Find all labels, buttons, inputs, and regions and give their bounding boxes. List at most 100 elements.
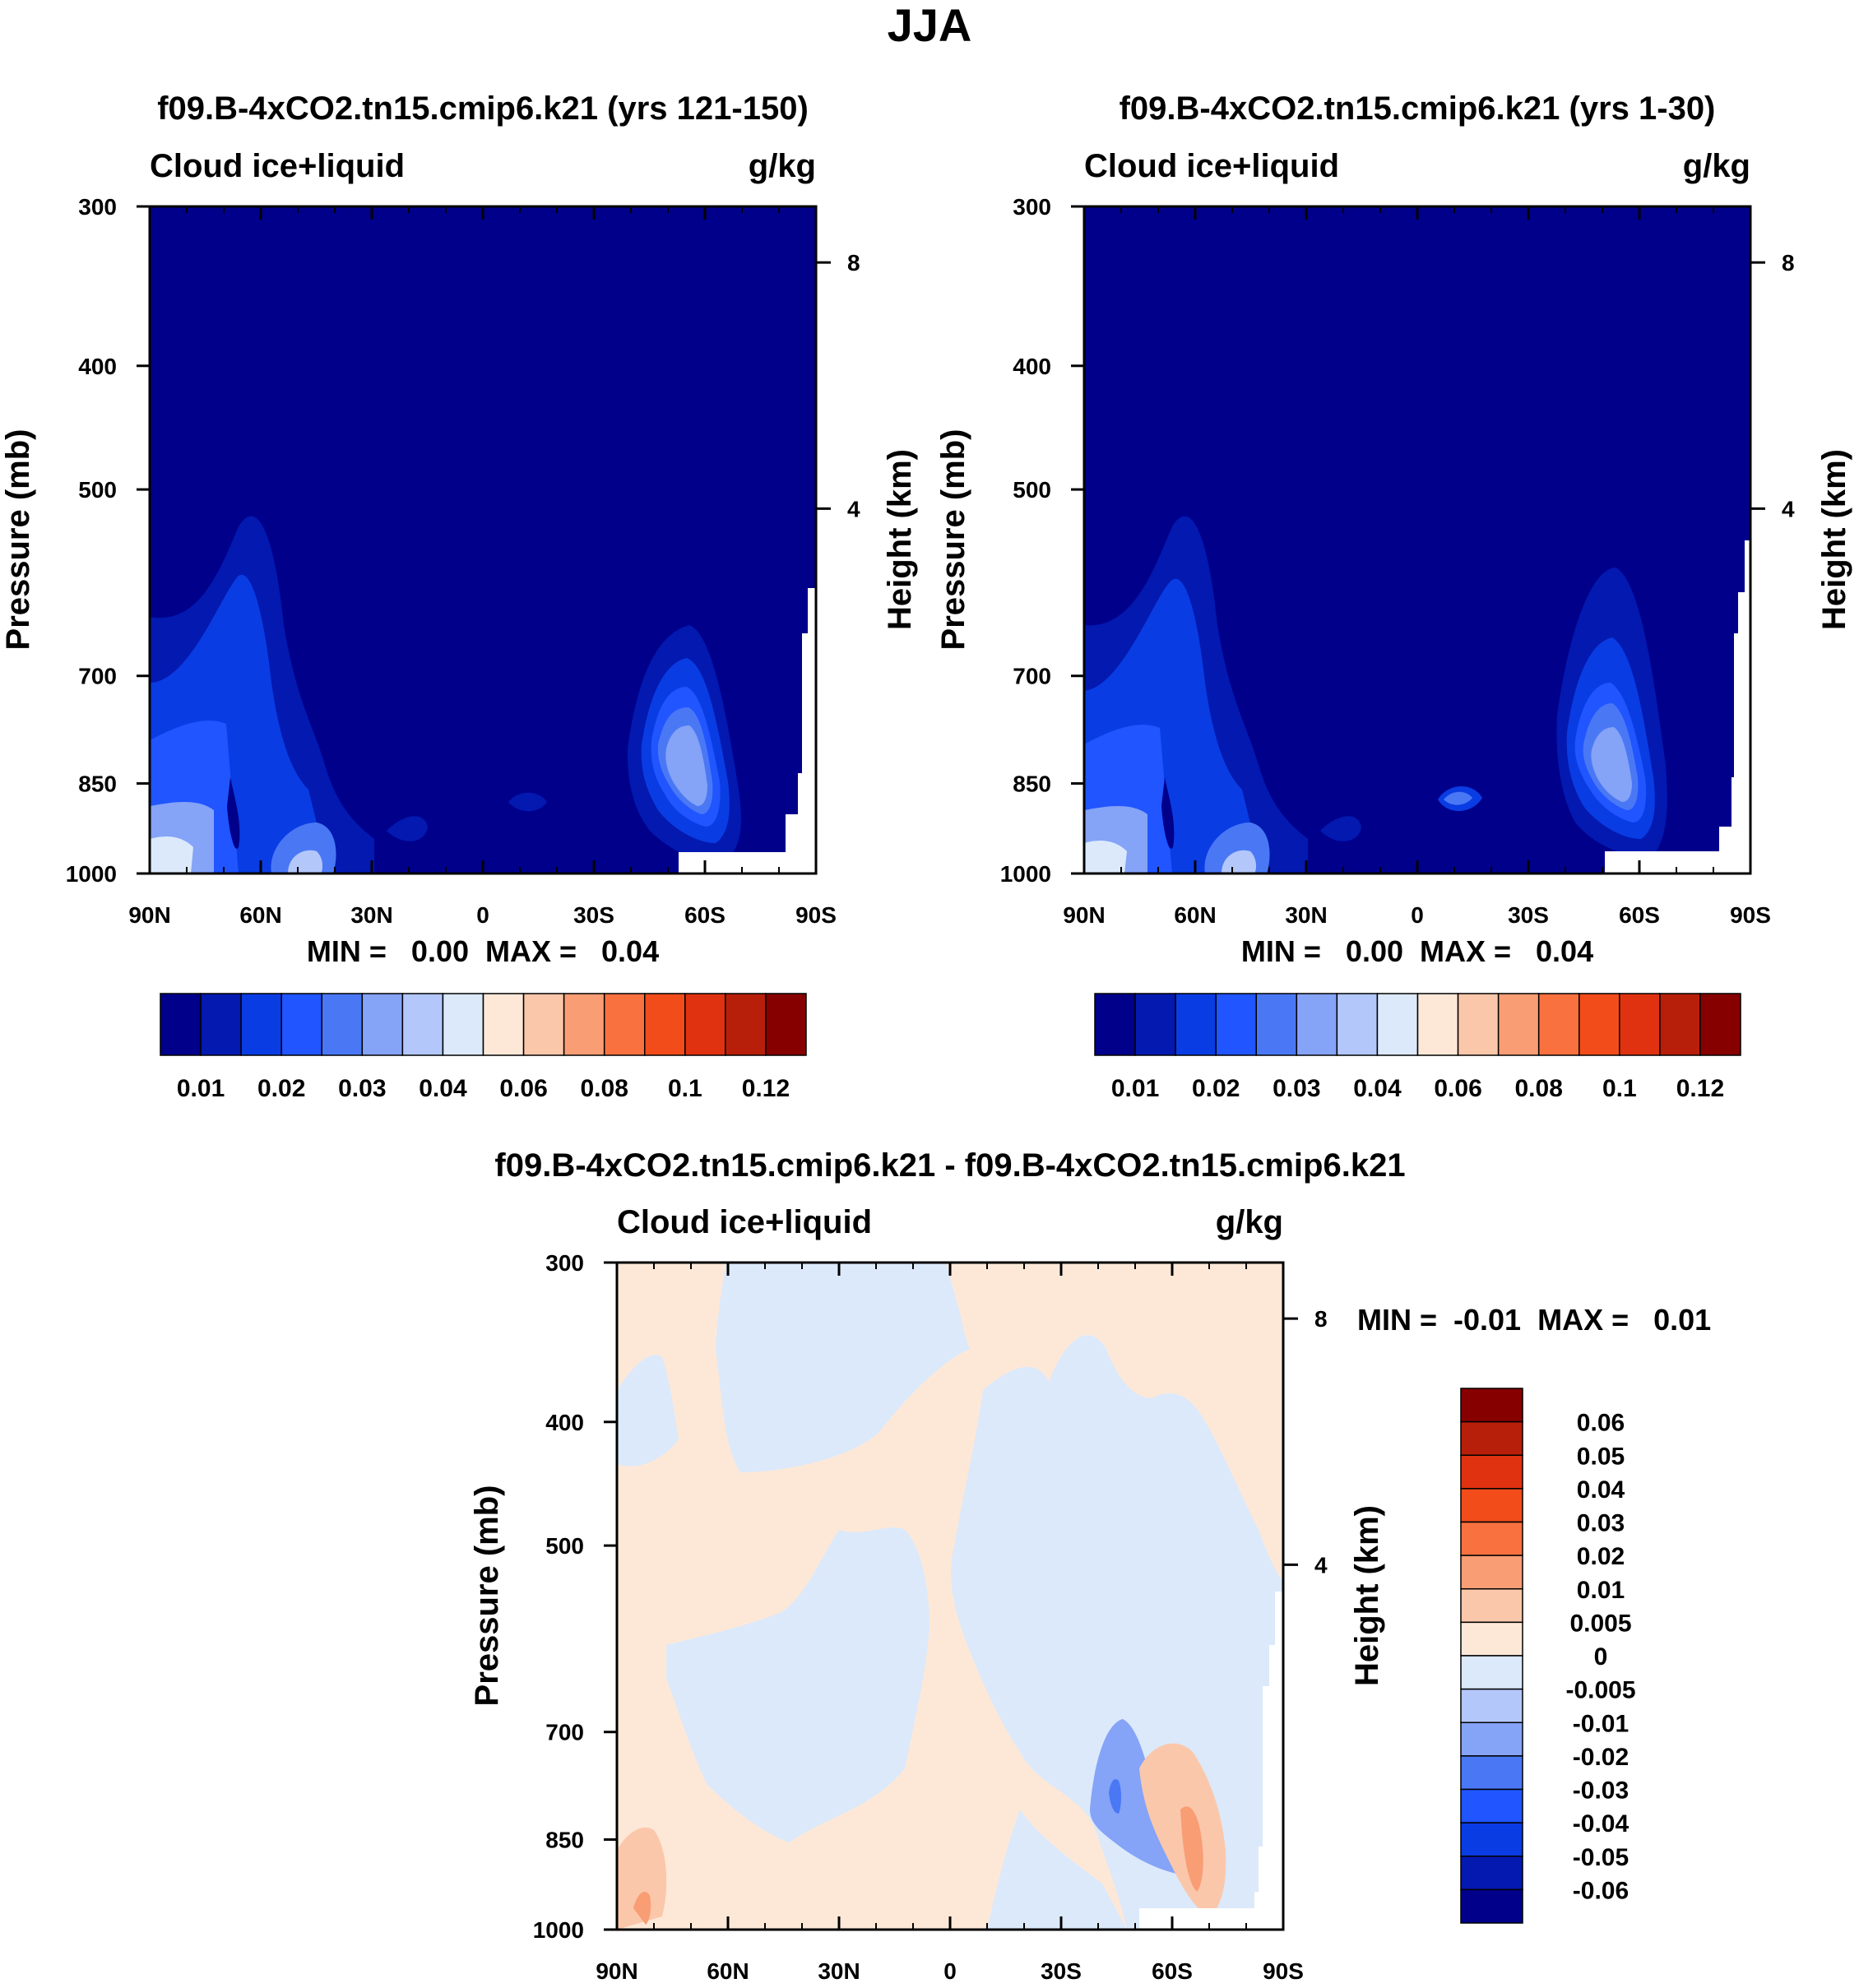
colorbar-box bbox=[1457, 993, 1500, 1056]
colorbar-label: 0.01 bbox=[177, 1075, 225, 1102]
colorbar-label: 0.005 bbox=[1569, 1610, 1631, 1637]
colorbar-box bbox=[765, 993, 807, 1056]
colorbar-box bbox=[200, 993, 242, 1056]
colorbar-box bbox=[160, 993, 202, 1056]
y-tick-label: 1000 bbox=[66, 861, 117, 887]
variable-label: Cloud ice+liquid bbox=[150, 148, 405, 184]
contour-nh-gap bbox=[227, 777, 240, 849]
contour-nh-50n-max bbox=[288, 850, 323, 874]
colorbar-box bbox=[563, 993, 605, 1056]
colorbar-box bbox=[725, 993, 767, 1056]
colorbar-box bbox=[1699, 993, 1741, 1056]
contour-neg-5 bbox=[987, 1810, 1127, 1930]
y-tick-label: 700 bbox=[78, 664, 117, 689]
contour-sh-max bbox=[1591, 727, 1632, 802]
colorbar-label: 0.05 bbox=[1577, 1443, 1625, 1470]
min-max-text: MIN = -0.01 MAX = 0.01 bbox=[1357, 1303, 1711, 1337]
y-tick-label: 850 bbox=[78, 772, 117, 797]
missing-data-mask bbox=[679, 588, 816, 874]
y-tick-label: 500 bbox=[78, 477, 117, 503]
colorbar-label: 0.12 bbox=[742, 1075, 790, 1102]
y-tick-label: 700 bbox=[1013, 664, 1051, 689]
contour-pos-pole bbox=[617, 1827, 667, 1930]
x-tick-label: 30S bbox=[1508, 902, 1549, 928]
contour-sh-max bbox=[665, 725, 707, 806]
y-axis-label: Pressure (mb) bbox=[469, 1485, 505, 1707]
colorbar-box bbox=[1497, 993, 1540, 1056]
missing-data-mask bbox=[1605, 540, 1750, 874]
colorbar-label: 0.02 bbox=[257, 1075, 305, 1102]
main-title: JJA bbox=[888, 0, 972, 51]
colorbar-box bbox=[1619, 993, 1661, 1056]
y2-tick-label: 4 bbox=[847, 496, 860, 521]
contour-sub bbox=[387, 816, 428, 841]
colorbar-label: 0.06 bbox=[1577, 1410, 1625, 1437]
colorbar-box bbox=[1460, 1888, 1523, 1924]
colorbar-label: 0.01 bbox=[1111, 1075, 1159, 1102]
x-tick-label: 30N bbox=[818, 1958, 860, 1984]
colorbar-box bbox=[1416, 993, 1459, 1056]
variable-label: Cloud ice+liquid bbox=[617, 1204, 872, 1240]
colorbar-box bbox=[1460, 1388, 1523, 1423]
colorbar-box bbox=[361, 993, 404, 1056]
colorbar-box bbox=[644, 993, 686, 1056]
colorbar-box bbox=[1460, 1555, 1523, 1590]
units-label: g/kg bbox=[1683, 148, 1750, 184]
colorbar-box bbox=[1659, 993, 1701, 1056]
x-tick-label: 30N bbox=[350, 902, 392, 928]
colorbar-label: 0.1 bbox=[1602, 1075, 1637, 1102]
y-tick-label: 1000 bbox=[1000, 861, 1051, 887]
variable-label: Cloud ice+liquid bbox=[1084, 148, 1339, 184]
axes: 90N 60N 30N 0 30S 60S 90S 300 400 500 700 850 1000 8 4 bbox=[1000, 194, 1795, 928]
min-max-text: MIN = 0.00 MAX = 0.04 bbox=[1241, 934, 1593, 968]
contour-eq bbox=[508, 792, 547, 812]
y-tick-label: 850 bbox=[545, 1828, 584, 1853]
y-tick-label: 700 bbox=[545, 1720, 584, 1745]
colorbar-box bbox=[1460, 1755, 1523, 1791]
missing-data-mask bbox=[1139, 1592, 1283, 1930]
y2-tick-label: 4 bbox=[1782, 496, 1795, 521]
contour-nh-gap bbox=[1161, 777, 1175, 849]
colorbar-box bbox=[1094, 993, 1136, 1056]
y-tick-label: 300 bbox=[1013, 194, 1051, 220]
contour-pos-notch bbox=[946, 1263, 987, 1367]
y-tick-label: 400 bbox=[78, 354, 117, 379]
contour-eq-max bbox=[1444, 791, 1472, 805]
y2-tick-label: 4 bbox=[1314, 1552, 1328, 1578]
colorbar-box bbox=[1255, 993, 1298, 1056]
contour-nh-pole-max bbox=[1084, 841, 1127, 874]
colorbar-box bbox=[522, 993, 565, 1056]
colorbar-box bbox=[1336, 993, 1379, 1056]
x-tick-label: 60N bbox=[239, 902, 281, 928]
y2-tick-label: 8 bbox=[847, 250, 860, 276]
colorbar-label: -0.005 bbox=[1565, 1677, 1635, 1704]
y2-axis-label: Height (km) bbox=[882, 449, 918, 630]
colorbar-label: 0.04 bbox=[1577, 1476, 1625, 1504]
colorbar-box bbox=[1296, 993, 1338, 1056]
x-tick-label: 90S bbox=[795, 902, 837, 928]
y-tick-label: 500 bbox=[545, 1533, 584, 1559]
colorbar-label: 0.06 bbox=[499, 1075, 547, 1102]
panel-title: f09.B-4xCO2.tn15.cmip6.k21 - f09.B-4xCO2… bbox=[494, 1147, 1405, 1184]
x-tick-label: 90N bbox=[128, 902, 170, 928]
colorbar-box bbox=[1537, 993, 1580, 1056]
x-tick-label: 60S bbox=[1152, 1958, 1193, 1984]
colorbar-box bbox=[321, 993, 364, 1056]
colorbar-box bbox=[1460, 1488, 1523, 1523]
colorbar-box bbox=[1460, 1621, 1523, 1657]
y2-tick-label: 8 bbox=[1314, 1306, 1328, 1332]
contour-neg-4 bbox=[666, 1527, 930, 1842]
colorbar-box bbox=[1460, 1454, 1523, 1490]
colorbar-box bbox=[240, 993, 282, 1056]
y2-tick-label: 8 bbox=[1782, 250, 1795, 276]
y-tick-label: 850 bbox=[1013, 772, 1051, 797]
colorbar-box bbox=[1460, 1788, 1523, 1823]
axes: 90N 60N 30N 0 30S 60S 90S 300 400 500 700 850 1000 8 4 bbox=[533, 1250, 1328, 1984]
colorbar-box bbox=[1460, 1722, 1523, 1757]
colorbar-box bbox=[1460, 1420, 1523, 1456]
x-tick-label: 90N bbox=[1063, 902, 1105, 928]
colorbar-box bbox=[1215, 993, 1257, 1056]
colorbar-label: 0 bbox=[1594, 1643, 1608, 1671]
x-tick-label: 60N bbox=[707, 1958, 749, 1984]
